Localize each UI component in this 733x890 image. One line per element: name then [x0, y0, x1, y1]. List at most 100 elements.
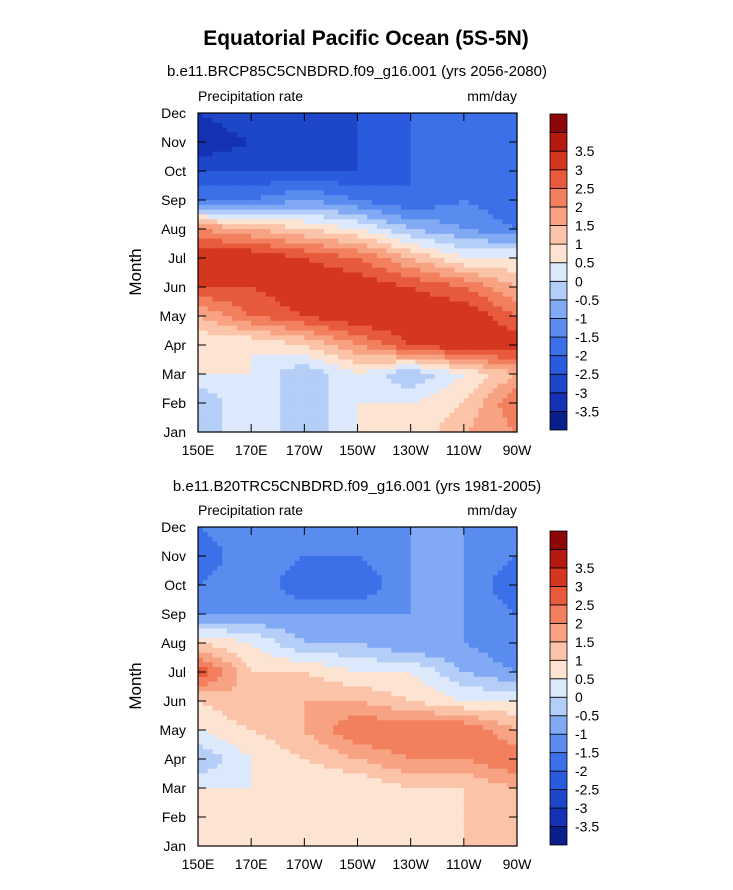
contour-cell: [198, 296, 204, 303]
contour-cell: [478, 113, 484, 119]
contour-cell: [217, 296, 223, 303]
contour-cell: [449, 359, 455, 365]
contour-cell: [376, 117, 383, 124]
contour-cell: [483, 204, 489, 211]
contour-cell: [396, 531, 402, 538]
contour-cell: [333, 243, 339, 249]
contour-cell: [256, 412, 262, 419]
contour-cell: [444, 417, 450, 423]
contour-cell: [362, 137, 368, 143]
contour-cell: [381, 388, 388, 394]
contour-cell: [251, 258, 257, 264]
contour-cell: [386, 359, 392, 365]
contour-cell: [294, 248, 301, 254]
contour-cell: [314, 560, 320, 567]
contour-cell: [352, 175, 359, 182]
contour-cell: [352, 282, 359, 288]
contour-cell: [430, 142, 436, 148]
contour-cell: [270, 161, 276, 167]
contour-cell: [367, 296, 373, 303]
contour-cell: [502, 243, 508, 249]
contour-cell: [260, 393, 267, 399]
contour-cell: [405, 374, 412, 380]
contour-cell: [289, 320, 296, 327]
contour-cell: [488, 296, 494, 303]
contour-cell: [299, 335, 305, 341]
contour-cell: [347, 195, 354, 201]
contour-cell: [362, 527, 368, 533]
contour-cell: [478, 122, 484, 129]
contour-cell: [222, 541, 228, 547]
contour-cell: [294, 190, 301, 196]
contour-cell: [459, 335, 465, 341]
contour-cell: [352, 369, 359, 375]
contour-cell: [410, 320, 417, 327]
contour-cell: [241, 238, 247, 245]
contour-cell: [473, 546, 479, 552]
contour-cell: [285, 122, 291, 129]
contour-cell: [391, 262, 397, 269]
contour-cell: [289, 224, 296, 230]
contour-cell: [309, 330, 315, 336]
contour-cell: [275, 560, 281, 567]
contour-cell: [260, 185, 267, 191]
contour-cell: [386, 407, 392, 414]
contour-cell: [207, 127, 214, 133]
contour-cell: [347, 238, 354, 245]
contour-cell: [236, 541, 243, 547]
contour-cell: [347, 233, 354, 240]
contour-cell: [309, 311, 315, 317]
contour-cell: [454, 383, 460, 390]
contour-cell: [270, 359, 276, 365]
contour-cell: [459, 180, 465, 187]
contour-cell: [492, 258, 499, 264]
contour-cell: [202, 296, 209, 303]
contour-cell: [222, 364, 228, 370]
contour-cell: [492, 374, 499, 380]
contour-cell: [352, 349, 359, 356]
contour-cell: [492, 229, 499, 235]
contour-cell: [280, 214, 286, 220]
contour-cell: [256, 349, 262, 356]
contour-cell: [401, 364, 407, 370]
contour-cell: [231, 422, 238, 428]
contour-cell: [270, 200, 276, 206]
contour-cell: [405, 546, 412, 552]
contour-cell: [212, 282, 218, 288]
contour-cell: [246, 541, 252, 547]
contour-cell: [381, 378, 388, 385]
contour-cell: [265, 200, 272, 206]
contour-cell: [202, 527, 209, 533]
contour-cell: [328, 556, 334, 562]
contour-cell: [401, 127, 407, 133]
contour-cell: [227, 117, 233, 124]
contour-cell: [275, 320, 281, 327]
contour-cell: [362, 412, 368, 419]
contour-cell: [289, 412, 296, 419]
contour-cell: [289, 113, 296, 119]
contour-cell: [285, 320, 291, 327]
contour-cell: [251, 301, 257, 307]
contour-cell: [285, 330, 291, 336]
contour-cell: [454, 200, 460, 206]
contour-cell: [265, 127, 272, 133]
contour-cell: [405, 132, 412, 138]
contour-cell: [231, 349, 238, 356]
contour-cell: [299, 117, 305, 124]
contour-cell: [347, 113, 354, 119]
contour-cell: [372, 374, 378, 380]
contour-cell: [347, 407, 354, 414]
contour-cell: [362, 258, 368, 264]
contour-cell: [294, 204, 301, 211]
contour-cell: [381, 291, 388, 298]
contour-cell: [415, 248, 421, 254]
contour-cell: [236, 175, 243, 182]
contour-cell: [236, 272, 243, 278]
contour-cell: [265, 556, 272, 562]
contour-cell: [473, 219, 479, 225]
contour-cell: [294, 422, 301, 428]
contour-cell: [241, 185, 247, 191]
contour-cell: [202, 175, 209, 182]
contour-cell: [439, 349, 446, 356]
contour-cell: [299, 180, 305, 187]
